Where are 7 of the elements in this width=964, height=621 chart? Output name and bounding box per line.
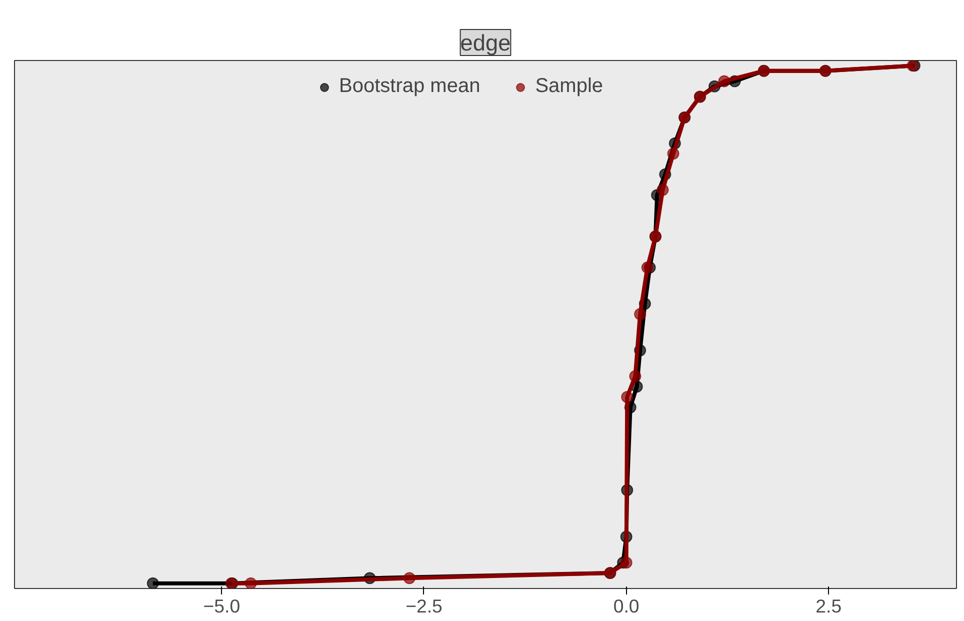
legend-label: Sample xyxy=(535,75,604,98)
x-tick-label: −2.5 xyxy=(406,596,442,616)
legend-label: Bootstrap mean xyxy=(339,75,480,98)
x-tick-label: −5.0 xyxy=(203,596,240,616)
x-tick-label: 0.0 xyxy=(613,596,640,616)
chart-title: edge xyxy=(460,30,511,56)
x-tick-label: 2.5 xyxy=(816,596,842,616)
